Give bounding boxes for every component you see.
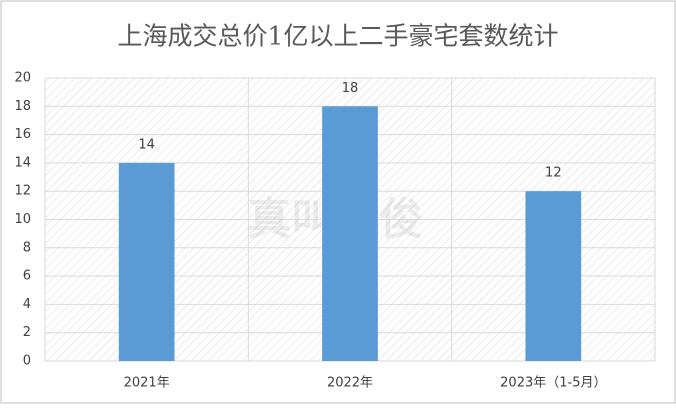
- y-tick-label: 4: [23, 297, 31, 312]
- x-tick-label: 2021年: [124, 376, 170, 391]
- bar: [322, 106, 378, 361]
- y-tick-label: 16: [14, 127, 31, 142]
- y-tick-label: 14: [14, 155, 31, 170]
- data-label: 18: [342, 81, 359, 96]
- y-tick-label: 0: [23, 354, 31, 369]
- y-tick-label: 18: [14, 99, 31, 114]
- data-label: 12: [545, 166, 562, 181]
- y-tick-label: 2: [23, 325, 31, 340]
- chart-title: 上海成交总价1亿以上二手豪宅套数统计: [118, 22, 559, 51]
- y-tick-label: 20: [14, 71, 31, 86]
- x-tick-label: 2022年: [327, 376, 373, 391]
- y-tick-label: 8: [23, 240, 31, 255]
- bar: [118, 162, 175, 361]
- bar: [525, 191, 582, 361]
- x-tick-label: 2023年（1-5月）: [500, 376, 606, 391]
- y-tick-label: 12: [14, 184, 31, 199]
- y-tick-label: 10: [14, 212, 31, 227]
- y-tick-label: 6: [23, 269, 31, 284]
- data-label: 14: [138, 137, 155, 152]
